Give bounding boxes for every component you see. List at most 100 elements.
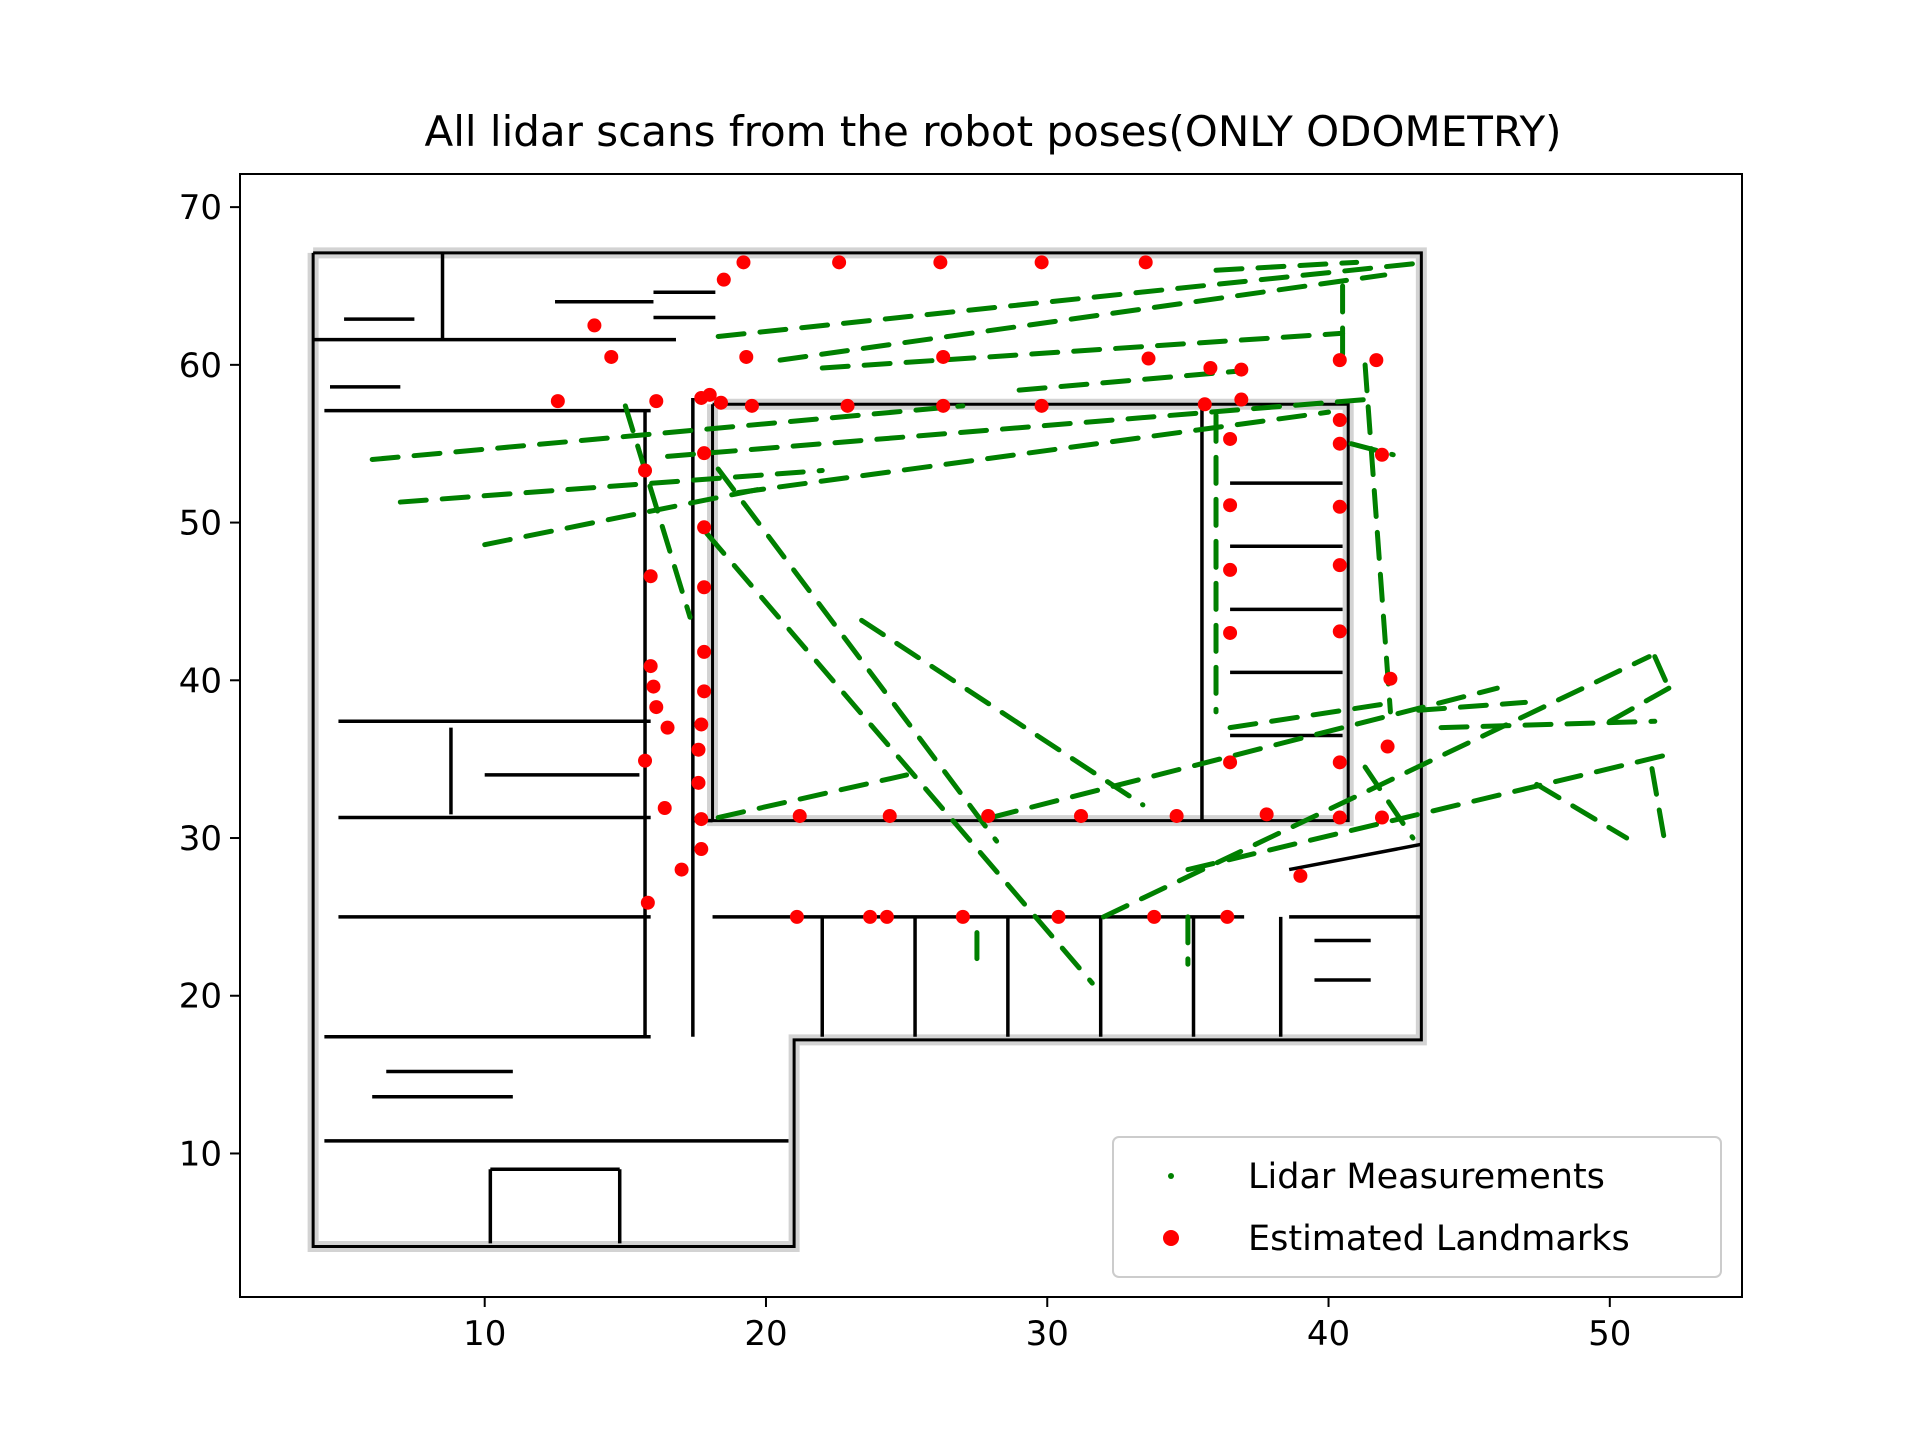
landmark-point (694, 842, 709, 857)
landmark-point (955, 909, 970, 924)
estimated-landmarks-series (550, 255, 1398, 924)
lidar-measurements-series (369, 259, 1672, 986)
landmark-point (643, 569, 658, 584)
y-axis: 10 20 30 40 50 60 70 (179, 188, 240, 1174)
landmark-point (879, 909, 894, 924)
legend-lidar-label: Lidar Measurements (1248, 1157, 1605, 1197)
lidar-scan-segment (482, 485, 769, 548)
lidar-scan-segment (715, 466, 1000, 844)
x-axis: 10 20 30 40 50 (463, 1297, 1631, 1354)
lidar-scan-segment (819, 330, 1346, 371)
landmark-point (981, 808, 996, 823)
lidar-scan-segment (1016, 368, 1242, 393)
lidar-scan-segment (1438, 718, 1658, 731)
landmark-point (1383, 671, 1398, 686)
landmark-point (1223, 625, 1238, 640)
landmark-point (789, 909, 804, 924)
landmark-point (694, 812, 709, 827)
lidar-scan-segment (715, 259, 1430, 339)
landmark-point (1034, 255, 1049, 270)
landmark-point (657, 801, 672, 816)
landmark-point (936, 349, 951, 364)
landmark-point (697, 520, 712, 535)
landmark-point (697, 446, 712, 461)
landmark-point (1374, 447, 1389, 462)
legend-box (1112, 1136, 1722, 1278)
x-tick-label: 10 (463, 1314, 506, 1354)
landmark-point (694, 717, 709, 732)
landmark-point (550, 394, 565, 409)
landmark-point (1293, 868, 1308, 883)
lidar-scan-segment (1185, 751, 1672, 873)
landmark-point (936, 398, 951, 413)
legend-landmark-label: Estimated Landmarks (1248, 1219, 1630, 1259)
lidar-scan-segment (1652, 654, 1672, 691)
landmark-point (1203, 361, 1218, 376)
landmark-point (697, 644, 712, 659)
legend-landmark-marker (1163, 1230, 1179, 1246)
lidar-scan-segment (1416, 699, 1528, 713)
legend: Lidar Measurements Estimated Landmarks (1112, 1136, 1722, 1278)
landmark-point (1138, 255, 1153, 270)
landmark-point (1332, 810, 1347, 825)
landmark-point (1332, 436, 1347, 451)
landmark-point (882, 808, 897, 823)
landmark-point (643, 659, 658, 674)
landmark-point (1197, 397, 1212, 412)
lidar-scan-segment (859, 617, 1146, 808)
plot-area (307, 247, 1672, 1253)
landmark-point (1332, 499, 1347, 514)
y-tick-label: 60 (179, 346, 222, 386)
landmark-point (604, 349, 619, 364)
landmark-point (1223, 755, 1238, 770)
y-tick-label: 40 (179, 661, 222, 701)
floorplan-outline (711, 402, 1350, 823)
landmark-point (1369, 353, 1384, 368)
y-tick-label: 50 (179, 504, 222, 544)
landmark-point (1332, 353, 1347, 368)
landmark-point (1147, 909, 1162, 924)
lidar-scan-segment (1213, 259, 1360, 273)
x-tick-label: 20 (744, 1314, 787, 1354)
floorplan-outline (311, 251, 1423, 1249)
landmark-point (1034, 398, 1049, 413)
lidar-scan-segment (1348, 441, 1396, 458)
landmark-point (792, 808, 807, 823)
landmark-point (1234, 362, 1249, 377)
legend-lidar-marker (1168, 1173, 1174, 1179)
lidar-scan-segment (777, 272, 1388, 363)
landmark-point (933, 255, 948, 270)
landmark-point (649, 394, 664, 409)
landmark-point (1234, 392, 1249, 407)
landmark-point (1169, 808, 1184, 823)
floorplan-layer (307, 247, 1427, 1253)
landmark-point (702, 387, 717, 402)
lidar-scan-segment (397, 468, 825, 505)
y-tick-label: 10 (179, 1134, 222, 1174)
landmark-point (1332, 558, 1347, 573)
landmark-point (1223, 498, 1238, 513)
landmark-point (863, 909, 878, 924)
lidar-scan-segment (1227, 701, 1388, 731)
x-tick-label: 30 (1026, 1314, 1069, 1354)
landmark-point (1380, 739, 1395, 754)
landmark-point (646, 679, 661, 694)
landmark-point (1374, 810, 1389, 825)
lidar-scan-segment (665, 397, 1368, 459)
lidar-scan-segment (1534, 781, 1630, 841)
chart-title: All lidar scans from the robot poses(ONL… (425, 107, 1562, 156)
lidar-scan-segment (988, 685, 1500, 821)
landmark-point (674, 862, 689, 877)
landmark-point (736, 255, 751, 270)
landmark-point (713, 395, 728, 410)
landmark-point (697, 684, 712, 699)
landmark-point (1332, 413, 1347, 428)
landmark-point (1332, 624, 1347, 639)
lidar-scan-segment (735, 409, 1332, 496)
landmark-point (1332, 755, 1347, 770)
landmark-point (716, 272, 731, 287)
landmark-point (1259, 807, 1274, 822)
lidar-scan-segment (1362, 764, 1416, 841)
landmark-point (832, 255, 847, 270)
landmark-point (744, 398, 759, 413)
